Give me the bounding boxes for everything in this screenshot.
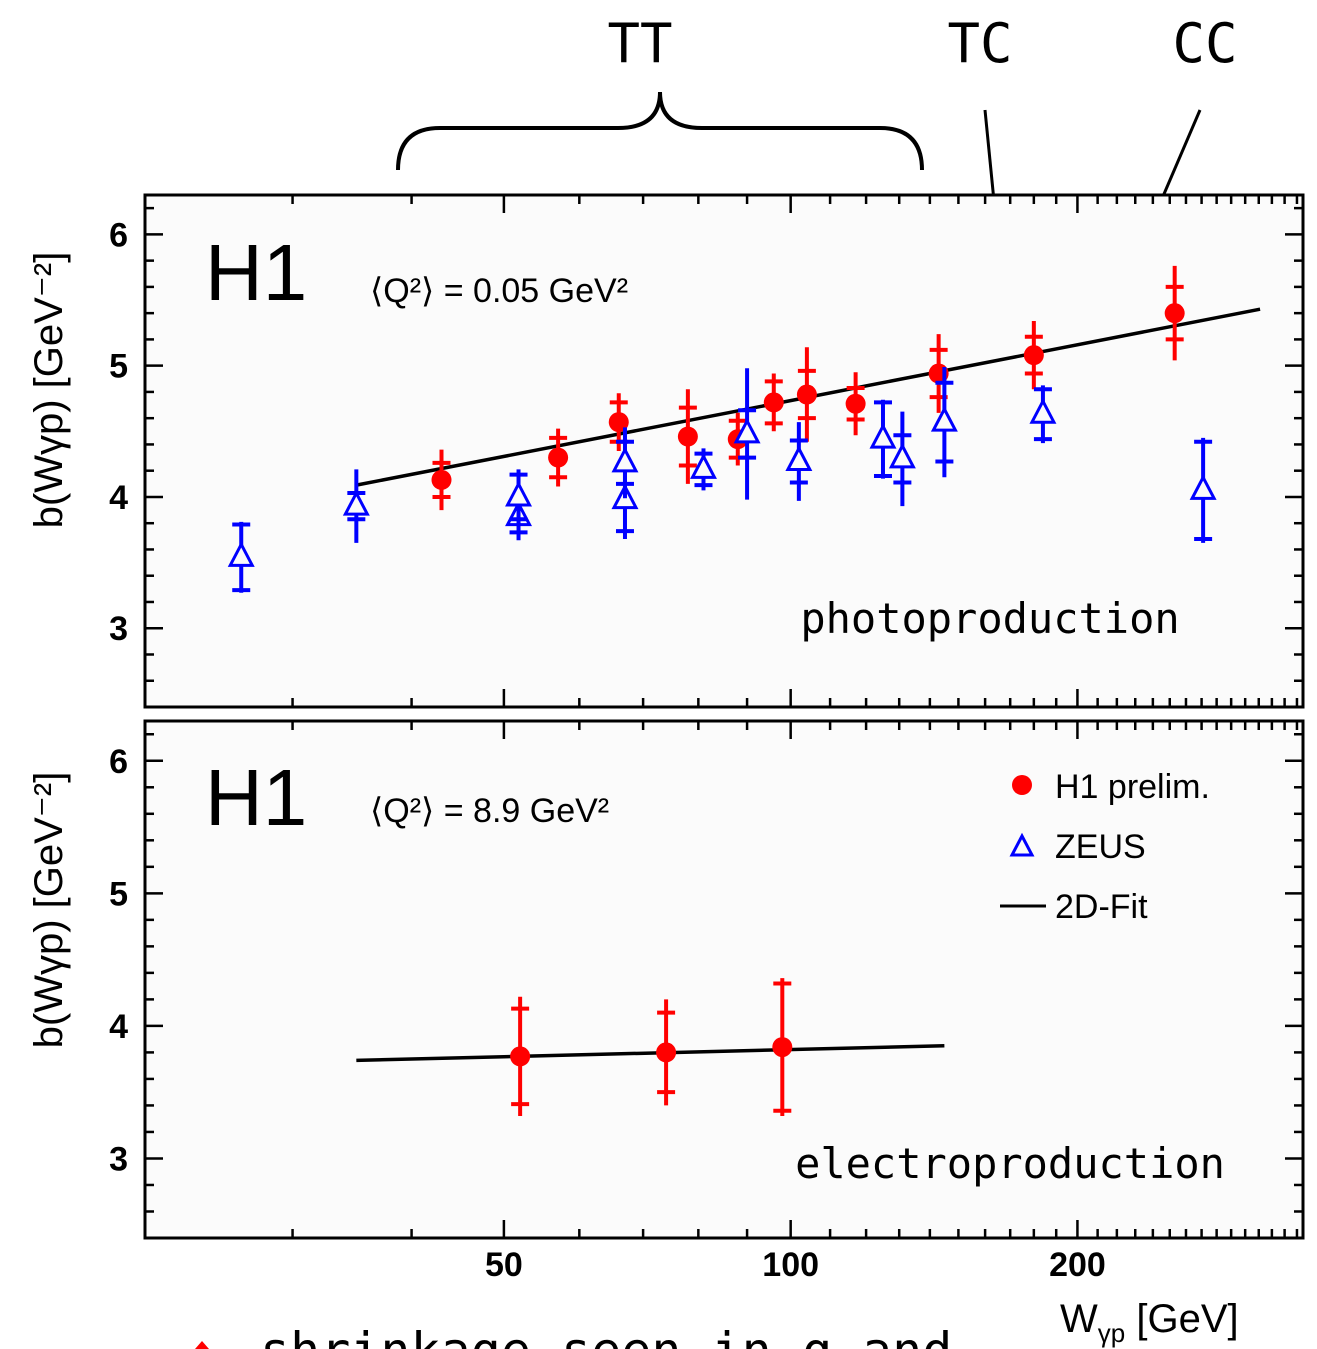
marker-circle [772,1037,793,1058]
panel-bottom-y-ticks: 3 4 5 6 [109,733,1303,1240]
marker-circle [548,447,569,468]
legend-label-fit: 2D-Fit [1055,888,1148,926]
marker-circle [1164,303,1185,324]
panel-top-y-ticks: 3 4 5 6 [109,206,1303,709]
marker-triangle [785,445,813,472]
data-point-h1 [845,372,866,436]
x-tick-label: 100 [762,1246,819,1284]
data-point-zeus [1189,437,1217,543]
marker-triangle [869,422,897,449]
marker-circle [677,426,698,447]
data-point-zeus [1029,385,1057,444]
panel-bottom-process-label: electroproduction [795,1139,1225,1188]
marker-triangle [1029,398,1057,424]
marker-triangle [505,480,533,507]
tt-brace [396,91,924,171]
data-point-h1 [677,389,698,484]
data-point-zeus [733,368,761,500]
x-axis-tick-labels: 50 100 200 [485,1246,1106,1284]
x-tick-label: 200 [1049,1246,1106,1284]
x-tick-label: 50 [485,1246,523,1284]
data-point-h1 [1164,265,1185,361]
data-point-h1 [1023,321,1044,390]
marker-triangle [342,489,370,516]
panel-top-q2-label: ⟨Q²⟩ = 0.05 GeV² [370,272,628,310]
data-point-zeus [888,411,916,507]
marker-circle [431,469,452,490]
y-tick-label: 3 [109,610,128,648]
caption-bullet [195,1341,209,1349]
marker-circle [845,393,866,414]
panel-bottom-ylabel: b(Wγp) [GeV⁻²] [27,772,71,1049]
panel-top-experiment-label: H1 [205,228,307,317]
annotation-tt: TT [607,12,672,75]
marker-triangle [1189,474,1217,500]
legend-marker-zeus [1009,832,1035,857]
y-tick-label: 6 [109,743,128,781]
marker-circle [763,392,784,413]
panel-top-process-label: photoproduction [800,594,1179,643]
data-point-zeus [930,366,958,478]
marker-triangle [733,417,761,444]
marker-circle [1023,345,1044,366]
bottom-caption: shrinkage seen in q and [195,1322,952,1349]
panel-bottom-experiment-label: H1 [205,753,307,842]
data-point-h1 [548,428,569,487]
x-axis-label: Wγp [GeV] [1060,1297,1239,1348]
marker-circle [608,412,629,433]
marker-circle [510,1046,531,1067]
marker-circle [656,1042,677,1063]
y-tick-label: 4 [109,1008,128,1046]
y-tick-label: 6 [109,216,128,254]
data-point-h1 [763,373,784,432]
panel-top-x-ticks [291,195,1299,707]
marker-triangle [930,405,958,432]
x-axis-label-main: W [1060,1297,1098,1341]
data-point-h1 [510,996,531,1117]
annotation-tc: TC [947,12,1012,75]
panel-bottom-q2-label: ⟨Q²⟩ = 8.9 GeV² [370,792,609,830]
data-point-h1 [431,449,452,511]
data-point-h1 [656,999,677,1106]
caption-text: shrinkage seen in q and [260,1322,952,1349]
marker-triangle [888,442,916,469]
annotation-cc: CC [1172,12,1237,75]
panel-top-ylabel: b(Wγp) [GeV⁻²] [27,252,71,529]
panel-bottom-x-ticks [291,721,1299,1238]
marker-triangle [611,446,639,473]
panel-bottom-data-points [510,978,793,1117]
data-point-h1 [608,393,629,451]
data-point-h1 [796,347,817,442]
legend: H1 prelim. ZEUS 2D-Fit [1000,768,1210,926]
marker-triangle [690,453,717,479]
x-axis-label-sub: γp [1098,1318,1125,1348]
marker-circle [796,384,817,405]
data-point-zeus [690,448,717,491]
panel-top-frame [143,193,1305,709]
data-point-zeus [342,469,370,543]
data-point-zeus [785,422,813,501]
data-point-zeus [227,521,255,593]
fit-line [356,1044,945,1063]
data-point-h1 [772,978,793,1117]
data-point-zeus [505,469,533,525]
panel-bottom-frame [143,719,1305,1240]
y-tick-label: 5 [109,348,128,386]
data-point-zeus [869,399,897,479]
panel-top-data-points [227,265,1217,593]
x-axis-label-unit: [GeV] [1125,1297,1238,1341]
legend-marker-h1 [1012,775,1032,795]
legend-label-h1: H1 prelim. [1055,768,1210,806]
panel-bottom-fit-line [356,1044,945,1063]
panel-bottom: 3 4 5 6 b(Wγp) [GeV⁻²] H1 ⟨Q²⟩ = 8.9 GeV² e… [27,719,1305,1240]
y-tick-label: 3 [109,1140,128,1178]
legend-label-zeus: ZEUS [1055,828,1146,866]
y-tick-label: 4 [109,479,128,517]
y-tick-label: 5 [109,875,128,913]
data-point-zeus [611,427,639,499]
marker-triangle [227,541,255,567]
